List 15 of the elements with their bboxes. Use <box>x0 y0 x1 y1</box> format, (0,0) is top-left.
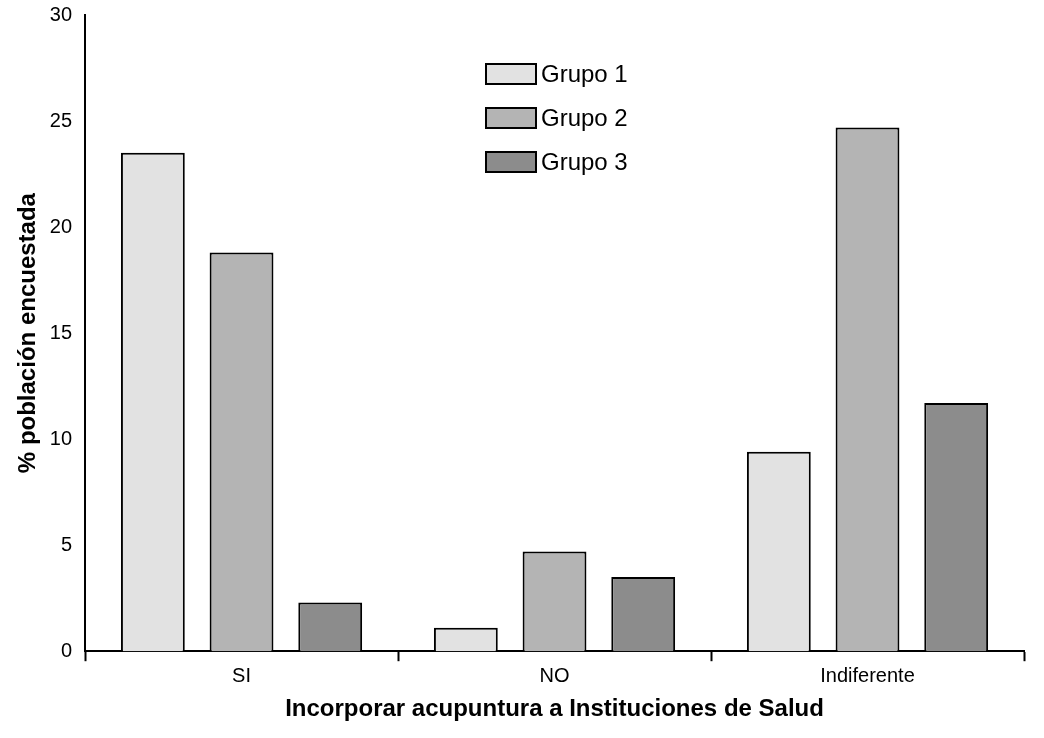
y-tick-label: 5 <box>60 532 73 555</box>
y-tick-label: 20 <box>49 214 73 237</box>
x-tick-label: SI <box>232 663 251 686</box>
legend-label: Grupo 1 <box>541 60 628 88</box>
x-axis-title: Incorporar acupuntura a Instituciones de Salud <box>285 694 824 722</box>
y-tick-label: 15 <box>49 320 73 343</box>
y-tick-label: 25 <box>49 108 73 131</box>
y-tick-label: 30 <box>49 2 73 25</box>
y-tick-label: 0 <box>60 638 73 661</box>
y-tick-label: 10 <box>49 426 73 449</box>
x-tick-label: NO <box>539 663 570 686</box>
x-tick-label: Indiferente <box>820 663 915 686</box>
legend-label: Grupo 2 <box>541 104 628 132</box>
legend-label: Grupo 3 <box>541 148 628 176</box>
y-axis-title: % población encuestada <box>13 192 41 474</box>
